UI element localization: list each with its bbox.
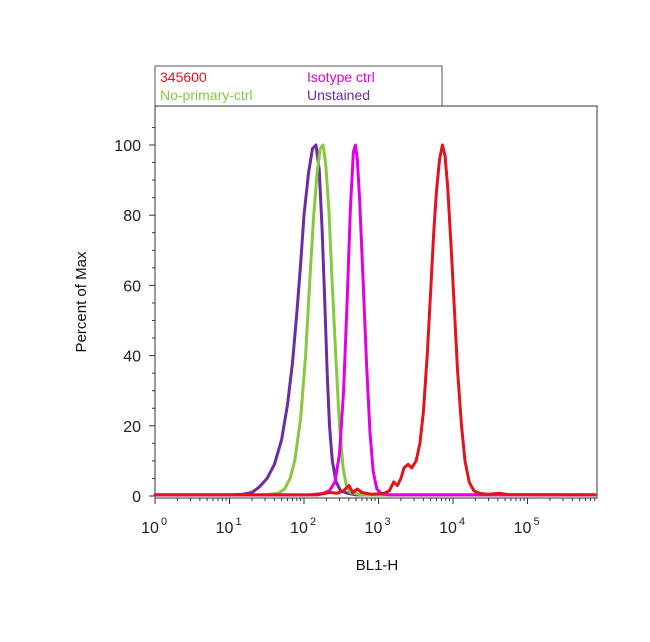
legend-label-345600: 345600 <box>160 69 207 85</box>
y-tick-label-100: 100 <box>114 138 141 155</box>
x-tick-exponent-1e3: 3 <box>385 516 391 528</box>
legend-label-unstained: Unstained <box>307 87 370 103</box>
x-tick-base-1e1: 10 <box>216 520 234 537</box>
series-line-345600 <box>153 143 597 497</box>
legend: 345600 Isotype ctrl No-primary-ctrl Unst… <box>154 65 443 107</box>
y-tick-label-0: 0 <box>132 489 141 506</box>
x-tick-base-1e3: 10 <box>365 520 383 537</box>
y-axis: 0 20 40 60 80 100 <box>114 126 155 506</box>
x-tick-base-1e0: 10 <box>141 520 159 537</box>
x-tick-exponent-1e5: 5 <box>534 516 540 528</box>
x-tick-base-1e4: 10 <box>439 520 457 537</box>
x-axis: 10 0 10 1 10 2 10 3 10 4 10 5 <box>141 498 596 537</box>
x-tick-exponent-1e1: 1 <box>236 516 242 528</box>
plot-frame <box>154 105 598 499</box>
y-tick-label-40: 40 <box>123 349 141 366</box>
series-layer <box>153 143 597 497</box>
legend-label-isotype-ctrl: Isotype ctrl <box>307 69 375 85</box>
x-tick-base-1e2: 10 <box>290 520 308 537</box>
y-tick-label-80: 80 <box>123 208 141 225</box>
legend-box <box>154 65 443 107</box>
series-line-unstained <box>153 143 597 497</box>
x-tick-base-1e5: 10 <box>514 520 532 537</box>
y-axis-label: Percent of Max <box>73 251 90 352</box>
series-line-isotype-ctrl <box>153 143 597 497</box>
legend-label-no-primary-ctrl: No-primary-ctrl <box>160 87 253 103</box>
series-line-no-primary-ctrl <box>153 143 597 497</box>
x-tick-exponent-1e0: 0 <box>161 516 167 528</box>
y-tick-label-60: 60 <box>123 278 141 295</box>
x-axis-label: BL1-H <box>356 557 399 574</box>
x-tick-exponent-1e2: 2 <box>310 516 316 528</box>
y-tick-label-20: 20 <box>123 419 141 436</box>
x-tick-exponent-1e4: 4 <box>459 516 465 528</box>
